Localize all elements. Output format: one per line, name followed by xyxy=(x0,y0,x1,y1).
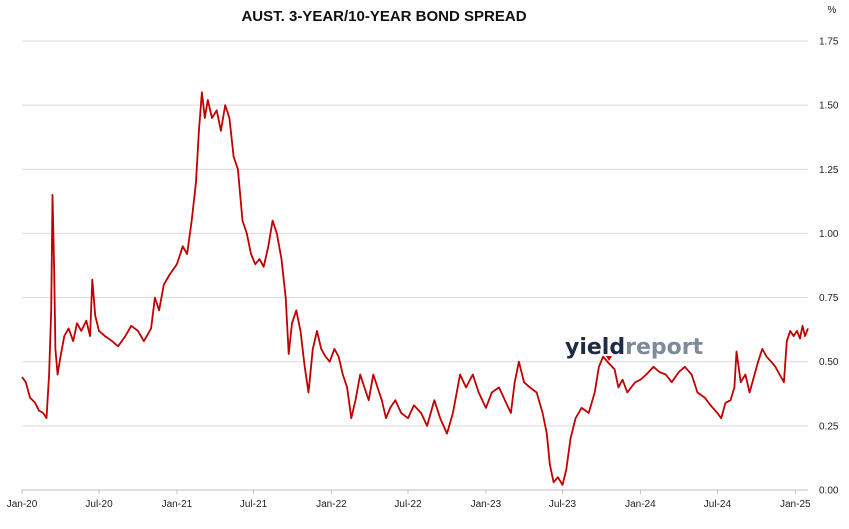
y-tick-label: 0.00 xyxy=(819,486,839,497)
x-tick-label: Jul-22 xyxy=(394,499,422,510)
x-tick-label: Jul-21 xyxy=(240,499,268,510)
y-tick-label: 0.75 xyxy=(819,293,839,304)
spread-series-line xyxy=(21,91,809,486)
svg-text:yieldreport: yieldreport xyxy=(565,335,704,360)
y-tick-label: 0.25 xyxy=(819,421,839,432)
y-tick-label: 1.50 xyxy=(819,101,839,112)
y-axis: 0.00 0.25 0.50 0.75 1.00 1.25 1.50 1.75 xyxy=(819,37,839,497)
y-tick-label: 1.25 xyxy=(819,165,839,176)
x-tick-label: Jan-22 xyxy=(316,499,347,510)
x-tick-label: Jan-21 xyxy=(162,499,193,510)
y-tick-label: 1.75 xyxy=(819,37,839,48)
x-axis: Jan-20 Jul-20 Jan-21 Jul-21 Jan-22 Jul-22 Jan-… xyxy=(7,490,811,510)
gridlines xyxy=(22,40,808,427)
x-tick-label: Jul-24 xyxy=(704,499,732,510)
chart-title: AUST. 3-YEAR/10-YEAR BOND SPREAD xyxy=(241,8,526,25)
x-tick-label: Jul-23 xyxy=(549,499,577,510)
y-tick-label: 1.00 xyxy=(819,229,839,240)
y-axis-unit: % xyxy=(828,5,837,16)
x-tick-label: Jan-20 xyxy=(7,499,38,510)
x-tick-label: Jul-20 xyxy=(85,499,113,510)
yieldreport-logo: yieldreport xyxy=(565,335,704,361)
y-tick-label: 0.50 xyxy=(819,357,839,368)
x-tick-label: Jan-25 xyxy=(780,499,811,510)
x-tick-label: Jan-23 xyxy=(471,499,502,510)
x-tick-label: Jan-24 xyxy=(625,499,656,510)
